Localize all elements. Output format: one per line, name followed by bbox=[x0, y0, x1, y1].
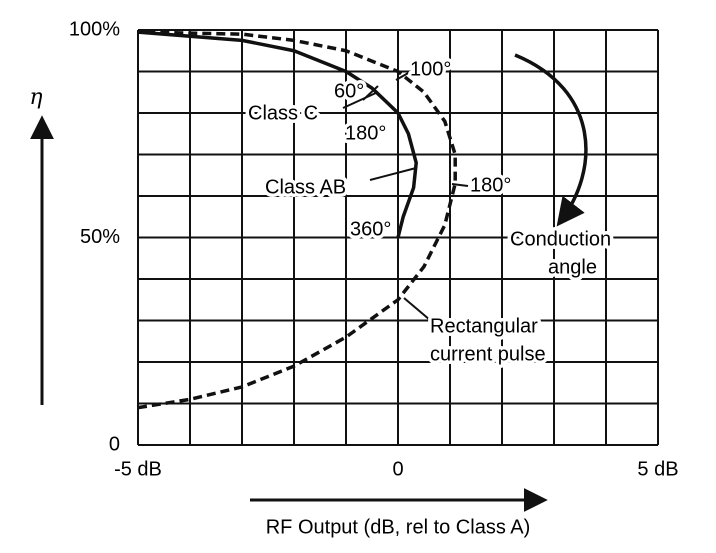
x-tick-label: 5 dB bbox=[637, 458, 678, 480]
leader-line bbox=[403, 297, 431, 321]
labels: -5 dB 0 5 dB 0 50% 100% 60° 100° Class C 180° Clas… bbox=[69, 18, 679, 480]
series-line bbox=[137, 30, 457, 410]
annotation: Rectangular bbox=[430, 315, 538, 337]
conduction-arrow bbox=[514, 53, 588, 227]
annotation: 180° bbox=[470, 174, 511, 196]
annotation: Conduction bbox=[510, 228, 611, 250]
annotation: angle bbox=[548, 256, 597, 278]
annotation: Class C bbox=[248, 102, 318, 124]
marks bbox=[137, 30, 457, 410]
leader-line bbox=[369, 167, 417, 181]
annotation: 360° bbox=[350, 218, 391, 240]
leader-line bbox=[451, 183, 469, 187]
x-tick-label: 0 bbox=[392, 458, 403, 480]
annotation: 180° bbox=[345, 122, 386, 144]
y-tick-label: 0 bbox=[109, 433, 120, 455]
y-tick-label: 50% bbox=[80, 226, 120, 248]
annotation: 60° bbox=[334, 80, 364, 102]
leader-line bbox=[342, 91, 379, 109]
x-axis-label: RF Output (dB, rel to Class A) bbox=[266, 516, 531, 538]
annotation: Class AB bbox=[265, 176, 346, 198]
annotation: 100° bbox=[410, 58, 451, 80]
x-tick-label: -5 dB bbox=[114, 458, 162, 480]
leader-line bbox=[395, 71, 411, 81]
annotation: current pulse bbox=[430, 343, 546, 365]
series-line bbox=[137, 30, 418, 238]
y-axis-label: η bbox=[29, 85, 42, 110]
y-tick-label: 100% bbox=[69, 18, 120, 40]
